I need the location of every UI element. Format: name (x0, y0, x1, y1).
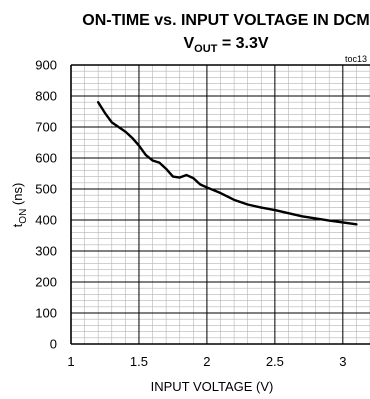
x-axis-label: INPUT VOLTAGE (V) (151, 379, 274, 394)
chart-title: ON-TIME vs. INPUT VOLTAGE IN DCM (82, 12, 369, 29)
x-tick-label: 1 (67, 354, 74, 369)
y-tick-label: 400 (35, 213, 57, 228)
y-tick-label: 800 (35, 89, 57, 104)
y-tick-label: 500 (35, 182, 57, 197)
x-tick-label: 1.5 (130, 354, 148, 369)
series-line (96, 101, 358, 226)
y-tick-label: 200 (35, 275, 57, 290)
y-tick-label: 600 (35, 151, 57, 166)
chart-subtitle: VOUT = 3.3V (183, 35, 268, 55)
ylabel-suffix: (ns) (10, 183, 25, 209)
x-tick-label: 2 (203, 354, 210, 369)
y-tick-label: 300 (35, 244, 57, 259)
subtitle-prefix: V (183, 35, 194, 52)
y-tick-label: 100 (35, 306, 57, 321)
figure-tag: toc13 (345, 54, 367, 64)
subtitle-suffix: = 3.3V (217, 35, 268, 52)
x-tick-label: 3 (339, 354, 346, 369)
subtitle-subscript: OUT (194, 43, 218, 55)
y-tick-label: 0 (50, 337, 57, 352)
tick-labels: 0 100 200 300 400 500 600 700 800 900 1 1.5 2 2.5 3 (35, 58, 346, 370)
y-axis-label: tON (ns) (10, 183, 29, 228)
y-tick-label: 700 (35, 120, 57, 135)
ylabel-subscript: ON (18, 209, 29, 224)
plot-area (70, 64, 370, 345)
x-tick-label: 2.5 (266, 354, 284, 369)
ylabel-prefix: t (10, 223, 25, 227)
y-tick-label: 900 (35, 58, 57, 73)
